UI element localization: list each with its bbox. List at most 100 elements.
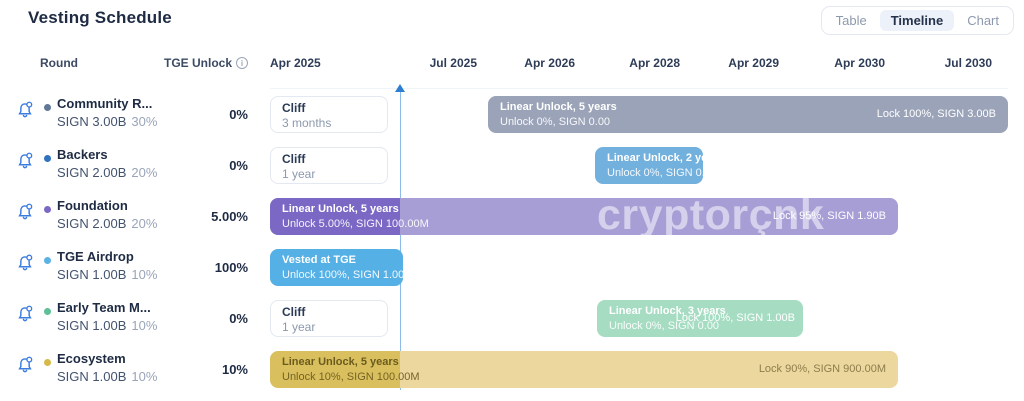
view-toggle: Table Timeline Chart [820, 6, 1014, 35]
bar-labels: Linear Unlock, 5 years Unlock 10%, SIGN … [282, 355, 420, 384]
timeline-date-2: Apr 2026 [524, 56, 575, 70]
tge-unlock-value: 10% [221, 362, 248, 377]
timeline-date-1: Jul 2025 [429, 56, 477, 70]
round-name[interactable]: Early Team M... [57, 300, 151, 315]
cliff-duration: 1 year [282, 167, 316, 181]
round-amount: SIGN 3.00B 30% [57, 114, 157, 129]
round-amount: SIGN 1.00B 10% [57, 267, 157, 282]
bar-subtitle: Unlock 0%, SIGN 0.00 [609, 320, 720, 332]
header-divider [270, 88, 1008, 89]
round-name[interactable]: TGE Airdrop [57, 249, 134, 264]
token-amount: SIGN 1.00B [57, 267, 127, 282]
round-amount: SIGN 2.00B 20% [57, 165, 157, 180]
column-header-tge-unlock: TGE Unlock i [150, 56, 248, 70]
round-color-dot [44, 155, 51, 162]
supply-percent: 20% [131, 216, 158, 231]
bar-subtitle: Unlock 10%, SIGN 100.00M [282, 371, 420, 383]
timeline-date-6: Jul 2030 [944, 56, 992, 70]
bar-title: Linear Unlock, 5 years [500, 101, 617, 113]
cliff-card[interactable]: Cliff 1 year [270, 147, 388, 184]
lock-label: Lock 90%, SIGN 900.00M [758, 363, 886, 375]
supply-percent: 10% [131, 369, 158, 384]
tab-chart[interactable]: Chart [956, 10, 1010, 31]
tge-unlock-value: 0% [229, 107, 248, 122]
vesting-bar[interactable]: Vested at TGE Unlock 100%, SIGN 1.00B [270, 249, 403, 286]
cliff-title: Cliff [282, 305, 306, 319]
lock-label: Lock 100%, SIGN 1.00B [675, 312, 795, 324]
round-color-dot [44, 359, 51, 366]
bar-labels: Linear Unlock, 5 years Unlock 0%, SIGN 0… [500, 100, 617, 129]
supply-percent: 10% [131, 318, 158, 333]
table-row: TGE Airdrop SIGN 1.00B 10% 100% Vested at… [0, 249, 1024, 286]
token-amount: SIGN 2.00B [57, 165, 127, 180]
lock-label: Lock 100%, SIGN 3.00B [876, 108, 996, 120]
tge-unlock-label: TGE Unlock [163, 56, 232, 70]
notification-bell-icon[interactable] [16, 152, 34, 170]
table-row: Foundation SIGN 2.00B 20% 5.00% Linear Un… [0, 198, 1024, 235]
bar-title: Linear Unlock, 5 years [282, 356, 399, 368]
tab-table[interactable]: Table [825, 10, 878, 31]
round-amount: SIGN 1.00B 10% [57, 369, 157, 384]
tab-timeline[interactable]: Timeline [879, 10, 955, 31]
cliff-title: Cliff [282, 152, 306, 166]
now-marker-line [400, 92, 401, 390]
vesting-bar[interactable]: Linear Unlock, 2 years Unlock 0%, SIGN 0… [595, 147, 703, 184]
supply-percent: 20% [131, 165, 158, 180]
notification-bell-icon[interactable] [16, 356, 34, 374]
round-name[interactable]: Backers [57, 147, 108, 162]
round-name[interactable]: Ecosystem [57, 351, 126, 366]
cliff-title: Cliff [282, 101, 306, 115]
supply-percent: 10% [131, 267, 158, 282]
round-color-dot [44, 206, 51, 213]
bar-labels: Vested at TGE Unlock 100%, SIGN 1.00B [282, 253, 403, 282]
bar-subtitle: Unlock 5.00%, SIGN 100.00M [282, 218, 429, 230]
table-row: Community R... SIGN 3.00B 30% 0% Cliff 3 … [0, 96, 1024, 133]
vesting-bar[interactable]: Linear Unlock, 5 years Unlock 5.00%, SIG… [270, 198, 898, 235]
timeline-date-5: Apr 2030 [834, 56, 885, 70]
bar-subtitle: Unlock 100%, SIGN 1.00B [282, 269, 403, 281]
bar-title: Vested at TGE [282, 254, 356, 266]
bar-labels: Linear Unlock, 5 years Unlock 5.00%, SIG… [282, 202, 429, 231]
now-marker-arrow [395, 84, 405, 92]
token-amount: SIGN 1.00B [57, 318, 127, 333]
round-name[interactable]: Community R... [57, 96, 153, 111]
page-title: Vesting Schedule [28, 8, 172, 27]
round-name[interactable]: Foundation [57, 198, 128, 213]
token-amount: SIGN 1.00B [57, 369, 127, 384]
notification-bell-icon[interactable] [16, 305, 34, 323]
notification-bell-icon[interactable] [16, 254, 34, 272]
timeline-date-3: Apr 2028 [629, 56, 680, 70]
bar-subtitle: Unlock 0%, SIGN 0.00 [500, 116, 611, 128]
round-amount: SIGN 2.00B 20% [57, 216, 157, 231]
table-row: Ecosystem SIGN 1.00B 10% 10% Linear Unloc… [0, 351, 1024, 388]
token-amount: SIGN 2.00B [57, 216, 127, 231]
elapsed-segment [270, 198, 400, 235]
bar-title: Linear Unlock, 5 years [282, 203, 399, 215]
bar-title: Linear Unlock, 3 years [609, 305, 726, 317]
token-amount: SIGN 3.00B [57, 114, 127, 129]
tge-unlock-value: 0% [229, 158, 248, 173]
notification-bell-icon[interactable] [16, 203, 34, 221]
round-amount: SIGN 1.00B 10% [57, 318, 157, 333]
tge-unlock-value: 0% [229, 311, 248, 326]
bar-title: Linear Unlock, 2 years [607, 152, 703, 164]
column-header-round: Round [40, 56, 78, 70]
bar-labels: Linear Unlock, 2 years Unlock 0%, SIGN 0… [607, 151, 703, 180]
vesting-bar[interactable]: Linear Unlock, 5 years Unlock 0%, SIGN 0… [488, 96, 1008, 133]
lock-label: Lock 95%, SIGN 1.90B [772, 210, 886, 222]
timeline-date-4: Apr 2029 [728, 56, 779, 70]
cliff-card[interactable]: Cliff 3 months [270, 96, 388, 133]
supply-percent: 30% [131, 114, 158, 129]
round-color-dot [44, 104, 51, 111]
table-row: Early Team M... SIGN 1.00B 10% 0% Cliff 1… [0, 300, 1024, 337]
vesting-bar[interactable]: Linear Unlock, 3 years Unlock 0%, SIGN 0… [597, 300, 803, 337]
info-icon[interactable]: i [236, 57, 248, 69]
vesting-bar[interactable]: Linear Unlock, 5 years Unlock 10%, SIGN … [270, 351, 898, 388]
round-color-dot [44, 257, 51, 264]
cliff-card[interactable]: Cliff 1 year [270, 300, 388, 337]
round-color-dot [44, 308, 51, 315]
cliff-duration: 3 months [282, 116, 332, 130]
bar-labels: Linear Unlock, 3 years Unlock 0%, SIGN 0… [609, 304, 726, 333]
notification-bell-icon[interactable] [16, 101, 34, 119]
